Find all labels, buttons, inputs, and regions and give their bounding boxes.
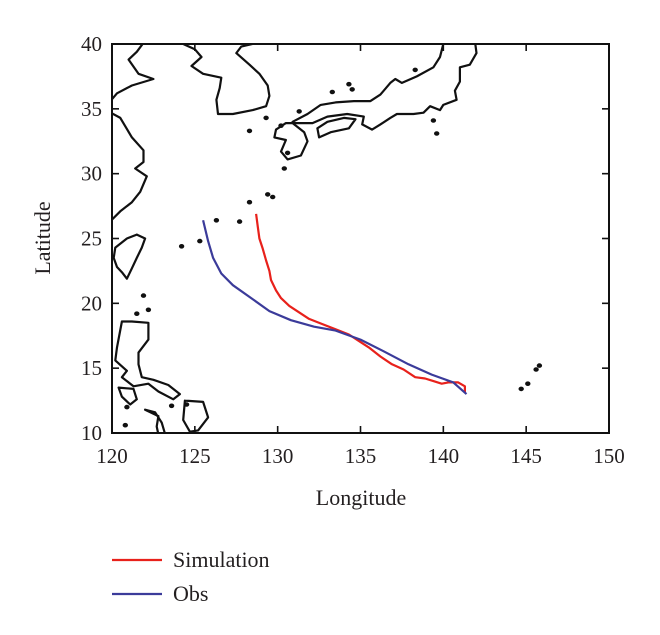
island-marker <box>134 311 140 317</box>
coast-hokkaido <box>447 0 531 25</box>
x-axis-title: Longitude <box>316 485 406 510</box>
island-marker <box>246 128 253 134</box>
island-marker <box>265 192 271 197</box>
y-tick-labels: 10 15 20 25 30 35 40 <box>81 32 102 445</box>
y-tick-label: 15 <box>81 356 102 380</box>
coastline-map <box>103 0 543 448</box>
coast-mindoro <box>117 386 138 406</box>
y-tick-label: 20 <box>81 291 102 315</box>
island-marker <box>430 118 437 123</box>
coast-samar-leyte <box>182 399 210 433</box>
y-tick-label: 35 <box>81 97 102 121</box>
island-marker <box>168 403 175 409</box>
island-marker <box>135 435 139 439</box>
island-marker <box>533 367 539 372</box>
x-tick-label: 130 <box>262 444 294 468</box>
tick-layer <box>111 43 610 434</box>
x-tick-label: 150 <box>593 444 625 468</box>
coast-china-mainland <box>112 44 155 222</box>
island-marker <box>518 386 524 392</box>
legend-label-obs: Obs <box>173 581 208 606</box>
coast-kyushu <box>273 122 309 161</box>
coast-shikoku <box>316 116 357 139</box>
y-tick-label: 40 <box>81 32 102 56</box>
island-marker <box>124 404 130 410</box>
coast-honshu <box>291 44 478 131</box>
series-line-simulation <box>255 213 466 393</box>
island-marker <box>346 81 352 87</box>
island-marker <box>145 307 152 313</box>
x-tick-label: 120 <box>96 444 128 468</box>
x-tick-label: 140 <box>428 444 460 468</box>
island-marker <box>329 89 335 95</box>
island-marker <box>246 199 253 205</box>
island-marker <box>278 123 284 128</box>
x-tick-labels: 120 125 130 135 140 145 150 <box>96 444 625 468</box>
island-marker <box>525 381 531 387</box>
island-marker <box>178 244 185 249</box>
y-tick-label: 10 <box>81 421 102 445</box>
island-marker <box>281 166 287 171</box>
island-marker <box>183 402 190 407</box>
y-tick-label: 25 <box>81 227 102 251</box>
series-line-obs <box>202 220 468 395</box>
island-marker <box>194 439 198 443</box>
island-marker <box>284 150 291 156</box>
plot-frame <box>111 43 610 434</box>
coast-luzon <box>114 320 181 401</box>
coast-taiwan <box>112 233 147 280</box>
island-marker <box>263 115 269 121</box>
island-marker <box>434 131 440 136</box>
island-marker <box>197 238 203 244</box>
legend: Simulation Obs <box>112 547 270 606</box>
island-marker <box>122 422 129 428</box>
x-tick-label: 135 <box>345 444 377 468</box>
island-marker <box>536 363 543 368</box>
series-layer <box>202 213 468 395</box>
legend-label-simulation: Simulation <box>173 547 270 572</box>
island-marker <box>236 219 243 224</box>
x-tick-label: 145 <box>510 444 542 468</box>
island-marker <box>296 109 302 114</box>
island-marker <box>145 444 149 448</box>
y-axis-title: Latitude <box>30 201 55 274</box>
island-marker <box>349 87 355 92</box>
x-tick-label: 125 <box>179 444 211 468</box>
island-marker <box>213 218 220 223</box>
y-tick-label: 30 <box>81 162 102 186</box>
island-marker <box>140 293 147 298</box>
island-marker <box>270 194 276 200</box>
island-marker <box>412 67 418 73</box>
island-marker <box>103 427 107 431</box>
coast-korea <box>182 44 271 116</box>
coast-panay-negros <box>144 408 166 433</box>
